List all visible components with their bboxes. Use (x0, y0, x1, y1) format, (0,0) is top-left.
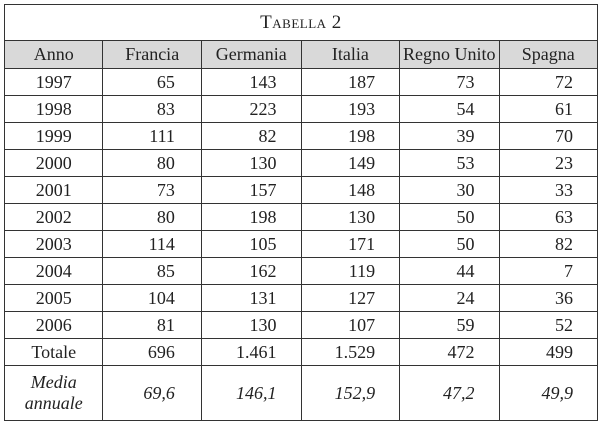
column-header-italia: Italia (300, 40, 401, 69)
average-label-line1: Media (30, 372, 77, 392)
cell-regno-unito: 50 (399, 203, 500, 231)
total-francia: 696 (102, 338, 202, 366)
cell-anno: 2004 (3, 257, 104, 285)
cell-germania: 143 (200, 68, 302, 96)
cell-italia: 119 (300, 257, 401, 285)
cell-italia: 127 (300, 284, 401, 312)
data-table: Tabella 2 Anno Francia Germania Italia R… (3, 4, 599, 421)
cell-anno: 2005 (3, 284, 104, 312)
cell-spagna: 52 (498, 311, 599, 339)
cell-germania: 131 (200, 284, 302, 312)
cell-spagna: 23 (498, 149, 599, 177)
average-italia: 152,9 (300, 365, 401, 421)
cell-spagna: 33 (498, 176, 599, 204)
cell-anno: 1999 (3, 122, 104, 150)
total-row: Totale 696 1.461 1.529 472 499 (3, 338, 599, 366)
cell-spagna: 72 (498, 68, 599, 96)
cell-germania: 198 (200, 203, 302, 231)
cell-francia: 80 (102, 149, 202, 177)
cell-francia: 111 (102, 122, 202, 150)
cell-spagna: 63 (498, 203, 599, 231)
cell-regno-unito: 24 (399, 284, 500, 312)
cell-regno-unito: 50 (399, 230, 500, 258)
cell-spagna: 36 (498, 284, 599, 312)
cell-anno: 1998 (3, 95, 104, 123)
column-header-francia: Francia (102, 40, 202, 69)
cell-francia: 73 (102, 176, 202, 204)
average-row: Media annuale 69,6 146,1 152,9 47,2 49,9 (3, 365, 599, 421)
table-row: 2002 80 198 130 50 63 (3, 203, 599, 231)
total-spagna: 499 (498, 338, 599, 366)
cell-italia: 107 (300, 311, 401, 339)
table-row: 1999 111 82 198 39 70 (3, 122, 599, 150)
cell-italia: 148 (300, 176, 401, 204)
cell-francia: 81 (102, 311, 202, 339)
total-label: Totale (3, 338, 104, 366)
table-title: Tabella 2 (4, 4, 598, 41)
table-row: 2000 80 130 149 53 23 (3, 149, 599, 177)
average-label-line2: annuale (24, 393, 83, 413)
cell-regno-unito: 39 (399, 122, 500, 150)
cell-regno-unito: 30 (399, 176, 500, 204)
table-row: 2003 114 105 171 50 82 (3, 230, 599, 258)
cell-germania: 82 (200, 122, 302, 150)
cell-anno: 2001 (3, 176, 104, 204)
cell-regno-unito: 54 (399, 95, 500, 123)
average-regno-unito: 47,2 (399, 365, 500, 421)
cell-francia: 114 (102, 230, 202, 258)
cell-germania: 130 (200, 149, 302, 177)
cell-italia: 130 (300, 203, 401, 231)
cell-regno-unito: 53 (399, 149, 500, 177)
cell-francia: 83 (102, 95, 202, 123)
cell-anno: 1997 (3, 68, 104, 96)
cell-spagna: 7 (498, 257, 599, 285)
cell-germania: 157 (200, 176, 302, 204)
cell-anno: 2006 (3, 311, 104, 339)
table-row: 2005 104 131 127 24 36 (3, 284, 599, 312)
cell-francia: 80 (102, 203, 202, 231)
cell-anno: 2003 (3, 230, 104, 258)
cell-anno: 2002 (3, 203, 104, 231)
average-francia: 69,6 (102, 365, 202, 421)
column-header-spagna: Spagna (498, 40, 599, 69)
cell-francia: 104 (102, 284, 202, 312)
average-spagna: 49,9 (498, 365, 599, 421)
total-italia: 1.529 (300, 338, 401, 366)
cell-regno-unito: 44 (399, 257, 500, 285)
column-header-germania: Germania (200, 40, 302, 69)
total-regno-unito: 472 (399, 338, 500, 366)
table-row: 2001 73 157 148 30 33 (3, 176, 599, 204)
cell-italia: 198 (300, 122, 401, 150)
cell-regno-unito: 59 (399, 311, 500, 339)
cell-italia: 193 (300, 95, 401, 123)
column-header-regno-unito: Regno Unito (399, 40, 500, 69)
table-row: 1997 65 143 187 73 72 (3, 68, 599, 96)
average-germania: 146,1 (200, 365, 302, 421)
cell-spagna: 82 (498, 230, 599, 258)
cell-spagna: 61 (498, 95, 599, 123)
column-header-anno: Anno (3, 40, 104, 69)
average-label: Media annuale (3, 365, 104, 421)
cell-regno-unito: 73 (399, 68, 500, 96)
cell-italia: 187 (300, 68, 401, 96)
header-row: Anno Francia Germania Italia Regno Unito… (3, 40, 599, 69)
cell-francia: 65 (102, 68, 202, 96)
cell-germania: 162 (200, 257, 302, 285)
table-row: 2004 85 162 119 44 7 (3, 257, 599, 285)
total-germania: 1.461 (200, 338, 302, 366)
cell-germania: 223 (200, 95, 302, 123)
cell-germania: 130 (200, 311, 302, 339)
cell-germania: 105 (200, 230, 302, 258)
cell-italia: 149 (300, 149, 401, 177)
cell-spagna: 70 (498, 122, 599, 150)
table-row: 2006 81 130 107 59 52 (3, 311, 599, 339)
cell-anno: 2000 (3, 149, 104, 177)
cell-italia: 171 (300, 230, 401, 258)
table-row: 1998 83 223 193 54 61 (3, 95, 599, 123)
cell-francia: 85 (102, 257, 202, 285)
